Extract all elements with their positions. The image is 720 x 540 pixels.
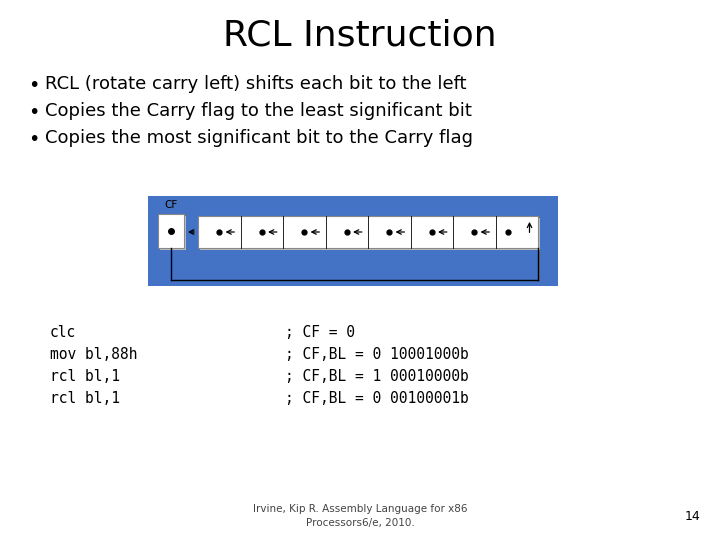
Text: mov bl,88h: mov bl,88h [50, 347, 138, 362]
Text: RCL (rotate carry left) shifts each bit to the left: RCL (rotate carry left) shifts each bit … [45, 75, 467, 93]
Bar [158, 214, 184, 248]
Text: ; CF,BL = 0 10001000b: ; CF,BL = 0 10001000b [285, 347, 469, 362]
Text: CF: CF [164, 200, 178, 210]
Text: clc: clc [50, 325, 76, 340]
Text: Irvine, Kip R. Assembly Language for x86
Processors6/e, 2010.: Irvine, Kip R. Assembly Language for x86… [253, 504, 467, 528]
Text: rcl bl,1: rcl bl,1 [50, 391, 120, 406]
Text: RCL Instruction: RCL Instruction [223, 18, 497, 52]
Text: •: • [28, 103, 40, 122]
Bar [198, 216, 538, 248]
Text: ; CF,BL = 1 00010000b: ; CF,BL = 1 00010000b [285, 369, 469, 384]
Text: •: • [28, 130, 40, 149]
Bar [160, 216, 186, 250]
Text: ; CF,BL = 0 00100001b: ; CF,BL = 0 00100001b [285, 391, 469, 406]
Bar [200, 218, 540, 250]
Text: Copies the Carry flag to the least significant bit: Copies the Carry flag to the least signi… [45, 102, 472, 120]
Bar [148, 196, 558, 286]
Text: 14: 14 [684, 510, 700, 523]
Text: •: • [28, 76, 40, 95]
Text: rcl bl,1: rcl bl,1 [50, 369, 120, 384]
Text: Copies the most significant bit to the Carry flag: Copies the most significant bit to the C… [45, 129, 473, 147]
Text: ; CF = 0: ; CF = 0 [285, 325, 355, 340]
